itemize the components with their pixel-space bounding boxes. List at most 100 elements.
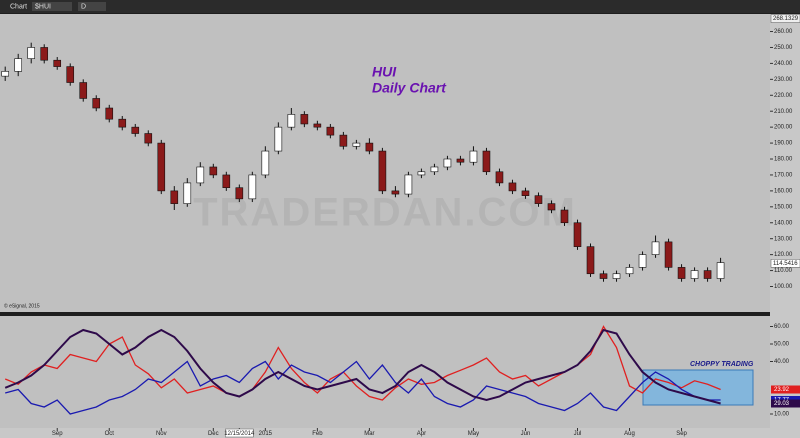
candle-body <box>53 59 62 67</box>
candle-body <box>638 254 647 268</box>
window-title: Chart <box>10 3 27 10</box>
x-tick-label: Sep <box>52 431 63 437</box>
annotation: CHOPPY TRADING <box>690 361 754 368</box>
candle-body <box>378 150 387 192</box>
x-tick-box <box>225 428 254 438</box>
x-tick-label: Mar <box>364 431 374 437</box>
x-tick-label: Apr <box>417 431 426 437</box>
candle-body <box>287 114 296 128</box>
candle-body <box>131 126 140 134</box>
price-tag-label: 268.1329 <box>773 16 799 22</box>
candle-body <box>690 270 699 279</box>
y2-tick-label: 40.00 <box>774 359 790 365</box>
y-axis-area <box>770 14 800 428</box>
x-tick-label: Nov <box>156 431 167 437</box>
y2-tick-label: 50.00 <box>774 342 790 348</box>
candle-body <box>235 187 244 200</box>
watermark: TRADERDAN.COM <box>193 191 577 235</box>
candle-body <box>664 241 673 268</box>
candle-body <box>105 107 114 120</box>
y-tick-label: 240.00 <box>774 61 793 67</box>
y-tick-label: 230.00 <box>774 77 793 83</box>
candle-body <box>261 150 270 176</box>
candle-body <box>404 174 413 195</box>
symbol[interactable]: $HUI <box>35 3 51 10</box>
candle-body <box>651 241 660 255</box>
last-value-label: 29.03 <box>774 401 790 407</box>
candle-body <box>521 190 530 196</box>
price-tag <box>770 259 800 268</box>
y-tick-label: 170.00 <box>774 173 793 179</box>
candle-body <box>430 166 439 173</box>
candle-body <box>339 134 348 147</box>
candle-body <box>144 133 153 144</box>
x-tick-label: Sep <box>676 431 687 437</box>
interval[interactable]: D <box>81 3 86 10</box>
x-axis-area <box>0 428 800 438</box>
candle-body <box>599 273 608 279</box>
price-tag <box>770 14 800 23</box>
last-value-tag <box>771 399 800 408</box>
candle-body <box>92 98 101 109</box>
indicator-line <box>4 328 721 405</box>
x-tick-label: 2015 <box>259 431 273 437</box>
y-tick-label: 260.00 <box>774 29 793 35</box>
x-tick-label: May <box>468 431 479 437</box>
chart-subtitle: Daily Chart <box>372 80 447 96</box>
candle-body <box>716 262 725 279</box>
x-tick-label: Aug <box>624 431 635 437</box>
y-tick-label: 180.00 <box>774 157 793 163</box>
y-tick-label: 160.00 <box>774 188 793 194</box>
candle-body <box>443 158 452 168</box>
candle-body <box>222 174 231 189</box>
x-tick-label: Oct <box>105 431 115 437</box>
y2-tick-label: 10.00 <box>774 412 790 418</box>
symbol-box[interactable] <box>32 2 72 11</box>
candle-body <box>66 66 75 83</box>
candle-body <box>495 171 504 184</box>
candle-body <box>703 270 712 279</box>
y-tick-label: 220.00 <box>774 93 793 99</box>
candle-body <box>677 267 686 279</box>
indicator-line <box>4 325 721 401</box>
candle-body <box>183 182 192 204</box>
y-tick-label: 250.00 <box>774 45 793 51</box>
price-tag-label: 114.5416 <box>773 261 798 267</box>
candle-body <box>625 267 634 275</box>
candle-body <box>352 142 361 147</box>
candle-body <box>170 190 179 204</box>
candle-body <box>196 166 205 184</box>
y-tick-label: 130.00 <box>774 236 793 242</box>
candle-body <box>274 126 283 152</box>
candle-body <box>313 123 322 128</box>
y-tick-label: 190.00 <box>774 141 793 147</box>
candle-body <box>209 166 218 176</box>
candle-body <box>456 158 465 163</box>
y-tick-label: 120.00 <box>774 252 793 258</box>
candle-body <box>586 246 595 275</box>
x-tick-label: 12/15/2014 <box>224 431 255 437</box>
y-tick-label: 150.00 <box>774 204 793 210</box>
indicator-line <box>5 360 721 415</box>
y-tick-label: 110.00 <box>774 268 793 274</box>
x-tick-label: Dec <box>208 431 219 437</box>
chart-title: HUI <box>372 64 397 80</box>
candle-body <box>508 182 517 192</box>
x-tick-label: Jun <box>521 431 531 437</box>
candle-body <box>417 171 426 176</box>
y-tick-label: 100.00 <box>774 284 793 290</box>
candle-body <box>612 273 621 279</box>
candle-body <box>547 203 556 211</box>
candle-body <box>469 150 478 163</box>
candle-body <box>391 190 400 195</box>
candle-body <box>482 150 491 173</box>
candle-body <box>300 114 309 125</box>
last-value-tag <box>771 385 800 394</box>
candle-body <box>1 71 10 77</box>
candle-body <box>248 174 257 200</box>
candle-body <box>534 195 543 204</box>
candle-body <box>14 58 23 72</box>
choppy-box <box>642 369 754 406</box>
interval-box[interactable] <box>78 2 106 11</box>
